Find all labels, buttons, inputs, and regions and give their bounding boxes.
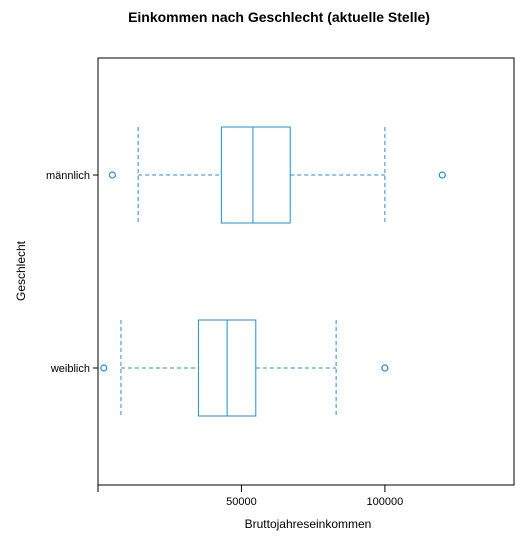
outlier-point [438, 171, 446, 179]
outlier-point [381, 364, 389, 372]
y-axis-label: Geschlecht [14, 240, 28, 301]
outlier-point [100, 364, 108, 372]
box-maennlich [108, 126, 446, 224]
x-axis-ticks: 50000 100000 [97, 485, 404, 508]
plot-frame [97, 57, 515, 486]
chart-title: Einkommen nach Geschlecht (aktuelle Stel… [128, 9, 430, 25]
y-category-label: weiblich [50, 363, 90, 375]
box-weiblich [100, 319, 389, 417]
x-tick-label: 100000 [367, 496, 404, 508]
outlier-point [108, 171, 116, 179]
x-axis-label: Bruttojahreseinkommen [245, 517, 372, 531]
y-category-label: männlich [46, 170, 90, 182]
box-series [100, 126, 446, 417]
y-axis-category-labels: männlich weiblich [46, 170, 98, 375]
x-tick-label: 50000 [226, 496, 257, 508]
box-iqr [220, 126, 291, 224]
